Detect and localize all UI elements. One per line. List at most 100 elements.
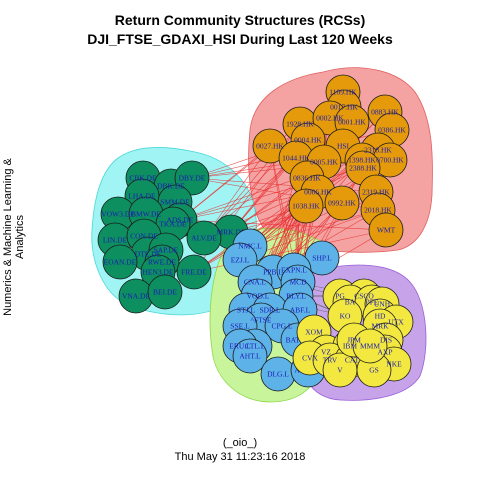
node-label: LHA.DE [128,192,156,201]
node-label: NKE [386,360,402,369]
node-label: EXPN.L [281,266,307,275]
node-label: HD [375,312,386,321]
node-label: 1038.HK [292,202,320,211]
node-label: 2018.HK [364,206,392,215]
node-uk [232,338,268,374]
node-hk [288,188,324,224]
node-us [352,328,388,364]
node-de [174,160,210,196]
node-label: BA [345,298,356,307]
node-label: HEN3.DE [142,268,173,277]
node-label: BLY.L [286,292,306,301]
node-label: SDR.L [259,306,280,315]
edge [249,209,379,247]
node-label: CBK.DE [129,174,157,183]
node-label: KO [340,312,351,321]
node-label: 1928.HK [286,120,314,129]
node-label: RWE.DE [148,258,177,267]
node-label: ALV.DE [191,234,217,243]
node-label: GS [369,366,379,375]
edge [179,219,387,231]
node-label: BEI.DE [153,288,177,297]
node-hk [368,212,404,248]
node-label: AHT.L [239,352,261,361]
node-label: BATS.L [286,336,311,345]
node-label: UNH [374,300,391,309]
node-label: 0017.HK [330,103,358,112]
node-label: MMM [360,342,380,351]
node-label: 1044.HK [282,154,310,163]
node-label: SSE.L [230,322,250,331]
node-label: VNA.DE [122,292,151,301]
node-label: VOW3.DE [101,210,135,219]
node-label: CTL.L [245,342,266,351]
node-de [176,254,212,290]
node-label: WMT [377,226,396,235]
node-label: 0836.HK [293,174,321,183]
node-label: 0001.HK [338,118,366,127]
node-label: LIN.DE [103,236,128,245]
node-label: 2388.HK [349,164,377,173]
node-label: V [337,366,343,375]
node-label: 1109.HK [329,88,357,97]
node-label: PPB.L [263,268,283,277]
node-label: ADS.DE [167,216,194,225]
node-label: STJ.L [237,306,256,315]
node-label: MCD [289,278,307,287]
node-label: TKA.DE [159,220,187,229]
node-label: 0992.HK [328,199,356,208]
community-hk: 1109.HK 0017.HK 0883.HK 1928.HK0002.HK0001.… [252,74,410,248]
node-label: ERU.L [229,342,251,351]
node-label: EZJ.L [231,256,250,265]
node-label: VOD.L [247,292,270,301]
node-label: TRV [323,356,338,365]
node-label: CAT [345,356,360,365]
node-label: 0005.HK [310,158,338,167]
node-label: DIS [380,336,392,345]
node-label: SMM.DE [160,198,190,207]
node-hk [324,185,360,221]
node-label: XOM [305,328,323,337]
node-label: DBY.DE [179,174,206,183]
node-label: 0700.HK [376,156,404,165]
node-label: CNA.L [244,278,267,287]
node-label: 2319.HK [362,188,390,197]
node-label: AXP [377,348,392,357]
footer-timestamp: Thu May 31 11:23:16 2018 [174,451,306,463]
node-label: FRE.DE [181,268,207,277]
node-label: DTE.DE [135,250,162,259]
node-label: SAP.DE [154,246,179,255]
node-label: SHP.L [312,254,332,263]
node-label: CSCO [354,292,374,301]
node-label: CPG.L [271,322,292,331]
node-label: MRK.DE [217,228,246,237]
node-label: MRK [371,322,389,331]
node-label: PFE [366,298,379,307]
node-label: EOAN.DE [104,258,137,267]
node-label: JPM [347,336,361,345]
node-label: 2318.HK [364,146,392,155]
node-de [147,274,183,310]
node-label: DLG.L [267,370,289,379]
node-label: IBM [343,342,358,351]
node-label: CON.DE [130,232,158,241]
node-label: 0004.HK [294,136,322,145]
node-label: NMC.L [238,242,262,251]
node-label: 0883.HK [371,108,399,117]
node-label: BMW.DE [131,210,161,219]
node-label: 0027.HK [256,142,284,151]
node-label: DBK.DE [157,182,185,191]
node-de [186,220,222,256]
node-label: HSI [337,142,350,151]
figure-title: Return Community Structures (RCSs) [114,12,366,28]
node-label: VZ [321,348,331,357]
node-label: 0006.HK [304,188,332,197]
node-label: PG [335,292,345,301]
node-label: ^FTSE [250,316,271,325]
node-label: 0386.HK [378,126,406,135]
